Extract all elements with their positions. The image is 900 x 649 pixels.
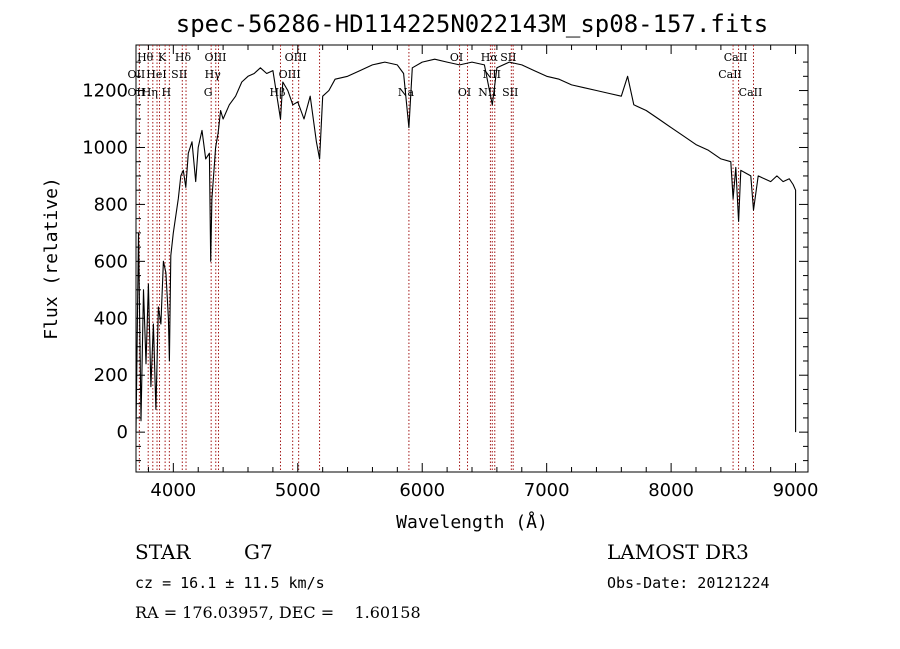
line-label-h: H (162, 86, 172, 99)
line-label-hβ: Hβ (270, 86, 286, 99)
redshift-readout: cz = 16.1 ± 11.5 km/s (135, 574, 325, 592)
y-tick-label: 1000 (82, 137, 128, 158)
y-axis-label: Flux (relative) (41, 177, 62, 340)
line-label-oiii: OIII (204, 51, 226, 64)
line-label-oiii: OIII (279, 68, 301, 81)
line-label-hα: Hα (481, 51, 499, 64)
line-label-g: G (204, 86, 213, 99)
line-label-hη: Hη (142, 86, 158, 99)
line-label-oii: OII (128, 86, 146, 99)
line-label-na: Na (398, 86, 415, 99)
line-label-oiii: OIII (285, 51, 307, 64)
spectrum-line (135, 58, 797, 433)
line-label-sii: SII (500, 51, 516, 64)
line-label-oi: OI (450, 51, 463, 64)
plot-frame (135, 44, 809, 473)
y-tick-label: 0 (117, 422, 128, 443)
y-tick-label: 1200 (82, 81, 128, 102)
line-label-hγ: Hγ (205, 68, 222, 81)
x-tick-label: 5000 (275, 480, 321, 501)
line-label-hei: HeI (146, 68, 166, 81)
object-class: STAR (135, 540, 191, 564)
y-tick-label: 800 (94, 194, 128, 215)
x-tick-label: 9000 (773, 480, 819, 501)
line-label-sii: SII (171, 68, 187, 81)
line-label-sii: SII (502, 86, 518, 99)
x-tick-label: 6000 (399, 480, 445, 501)
line-label-caii: CaII (739, 86, 763, 99)
y-tick-label: 600 (94, 251, 128, 272)
survey-name: LAMOST DR3 (607, 540, 749, 564)
x-axis-label: Wavelength (Å) (396, 511, 548, 533)
x-tick-label: 8000 (648, 480, 694, 501)
line-label-oii: OII (128, 68, 146, 81)
line-label-k: K (158, 51, 167, 64)
y-tick-label: 400 (94, 308, 128, 329)
line-label-oi: OI (458, 86, 471, 99)
line-label-caii: CaII (718, 68, 742, 81)
line-label-hθ: Hθ (137, 51, 154, 64)
obs-date: Obs-Date: 20121224 (607, 574, 770, 592)
x-tick-label: 4000 (150, 480, 196, 501)
chart-title: spec-56286-HD114225N022143M_sp08-157.fit… (176, 10, 768, 38)
line-label-caii: CaII (724, 51, 748, 64)
x-tick-label: 7000 (524, 480, 570, 501)
y-tick-label: 200 (94, 365, 128, 386)
object-subclass: G7 (244, 540, 273, 564)
line-label-nii: NII (483, 68, 501, 81)
coordinates: RA = 176.03957, DEC = 1.60158 (135, 603, 421, 622)
line-label-hδ: Hδ (175, 51, 192, 64)
line-label-nii: NII (478, 86, 496, 99)
